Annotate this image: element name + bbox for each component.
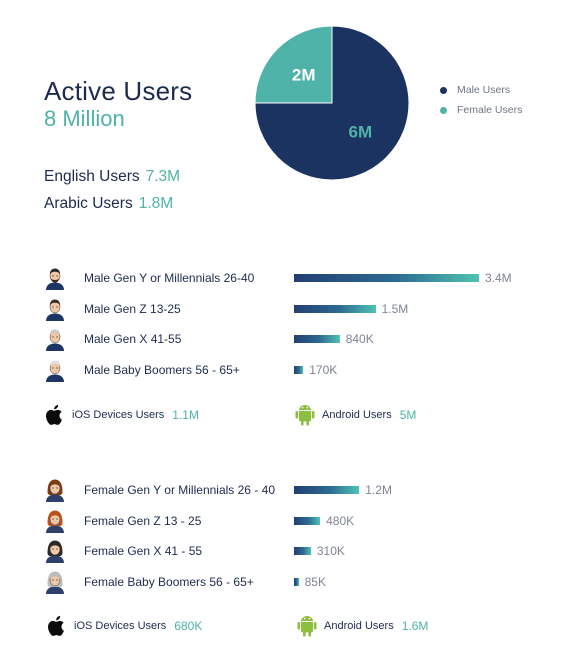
woman-avatar-icon	[44, 478, 66, 502]
female-generation-row: Female Gen X 41 - 55 310K	[44, 539, 564, 565]
bar-value-label: 85K	[304, 574, 326, 589]
woman-avatar-icon	[44, 509, 66, 533]
male-ios-value: 1.1M	[172, 408, 199, 422]
bar-label: Male Gen Z 13-25	[84, 301, 181, 316]
bar-value-label: 170K	[309, 362, 338, 377]
female-ios-label: iOS Devices Users	[74, 620, 167, 632]
bar	[294, 365, 304, 374]
pie-label-female: 2M	[292, 66, 316, 85]
english-users-label: English Users	[44, 168, 140, 185]
female-ios-value: 680K	[174, 619, 203, 633]
english-users-value: 7.3M	[145, 168, 181, 185]
bar	[294, 274, 479, 282]
pie-slice-female	[254, 25, 333, 104]
bar	[294, 516, 321, 525]
pie-slice-male	[254, 25, 410, 181]
bar-value-label: 310K	[316, 544, 345, 558]
apple-icon	[46, 404, 62, 425]
bar-label: Male Gen X 41-55	[84, 332, 182, 346]
bar-value-label: 3.4M	[485, 271, 512, 285]
legend-swatch-male	[440, 86, 447, 94]
legend-label-male: Male Users	[457, 84, 511, 96]
man-avatar-icon	[44, 266, 66, 290]
male-ios-label: iOS Devices Users	[72, 409, 165, 421]
legend-item-male: Male Users	[440, 84, 510, 96]
bar	[294, 304, 376, 313]
bar-label: Female Gen Y or Millennials 26 - 40	[84, 483, 275, 497]
bar	[294, 486, 360, 494]
male-generation-row: Male Baby Boomers 56 - 65+ 170K	[44, 358, 564, 384]
male-generation-row: Male Gen X 41-55 840K	[44, 327, 564, 353]
legend-label-female: Female Users	[457, 104, 523, 116]
bar	[294, 547, 311, 555]
man-avatar-icon	[44, 358, 66, 382]
man-avatar-icon	[44, 297, 66, 321]
woman-avatar-icon	[44, 539, 66, 563]
bar	[294, 335, 340, 343]
bar-label: Female Baby Boomers 56 - 65+	[84, 574, 254, 589]
users-pie-chart: 6M 2M	[254, 25, 410, 181]
arabic-users-label: Arabic Users	[44, 195, 133, 212]
female-generation-row: Female Gen Z 13 - 25 480K	[44, 509, 564, 535]
bar-value-label: 840K	[345, 332, 374, 346]
female-ios-stat: iOS Devices Users 680K	[46, 614, 202, 638]
apple-icon	[48, 615, 64, 636]
woman-avatar-icon	[44, 570, 66, 594]
bar	[294, 577, 299, 586]
legend-item-female: Female Users	[440, 104, 522, 116]
bar-label: Male Baby Boomers 56 - 65+	[84, 362, 240, 377]
male-android-stat: Android Users 5M	[294, 403, 416, 427]
male-generation-row: Male Gen Z 13-25 1.5M	[44, 297, 564, 323]
man-avatar-icon	[44, 327, 66, 351]
bar-value-label: 480K	[326, 513, 355, 528]
arabic-users-row: Arabic Users 1.8M	[44, 195, 173, 213]
total-users: 8 Million	[44, 106, 125, 131]
male-android-value: 5M	[399, 408, 417, 422]
male-generation-row: Male Gen Y or Millennials 26-40 3.4M	[44, 266, 564, 292]
legend-swatch-female	[440, 106, 447, 114]
female-generation-row: Female Gen Y or Millennials 26 - 40 1.2M	[44, 478, 564, 504]
android-icon	[295, 405, 315, 426]
english-users-row: English Users 7.3M	[44, 168, 180, 186]
page-title: Active Users	[44, 76, 193, 106]
male-ios-stat: iOS Devices Users 1.1M	[44, 403, 199, 427]
bar-label: Female Gen Z 13 - 25	[84, 513, 202, 528]
female-android-stat: Android Users 1.6M	[296, 614, 428, 638]
bar-label: Female Gen X 41 - 55	[84, 544, 203, 558]
female-android-value: 1.6M	[401, 619, 429, 633]
bar-value-label: 1.2M	[365, 483, 392, 497]
arabic-users-value: 1.8M	[138, 195, 174, 212]
bar-value-label: 1.5M	[381, 301, 409, 316]
bar-label: Male Gen Y or Millennials 26-40	[84, 271, 255, 285]
female-generation-row: Female Baby Boomers 56 - 65+ 85K	[44, 570, 564, 596]
android-icon	[297, 616, 317, 637]
female-android-label: Android Users	[324, 620, 394, 632]
male-android-label: Android Users	[322, 409, 392, 421]
pie-label-male: 6M	[349, 122, 373, 141]
